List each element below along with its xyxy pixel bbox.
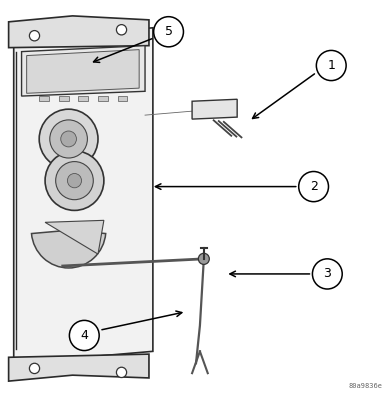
Circle shape (312, 259, 342, 289)
Circle shape (56, 162, 93, 200)
Circle shape (45, 151, 104, 210)
Text: 1: 1 (327, 59, 335, 72)
Polygon shape (192, 99, 237, 119)
Polygon shape (9, 16, 149, 48)
Circle shape (116, 25, 127, 35)
Circle shape (67, 173, 82, 188)
Polygon shape (78, 96, 88, 101)
Circle shape (29, 31, 40, 41)
Polygon shape (118, 96, 127, 101)
Text: 80a9836e: 80a9836e (348, 383, 382, 389)
Circle shape (154, 17, 183, 47)
Circle shape (29, 363, 40, 374)
Circle shape (39, 109, 98, 169)
Polygon shape (39, 96, 49, 101)
Circle shape (61, 131, 76, 147)
Polygon shape (14, 28, 153, 363)
Circle shape (50, 120, 87, 158)
Text: 2: 2 (310, 180, 318, 193)
Circle shape (116, 367, 127, 378)
Wedge shape (31, 230, 106, 268)
Circle shape (299, 172, 328, 202)
Polygon shape (98, 96, 108, 101)
Text: 4: 4 (80, 329, 88, 342)
Circle shape (69, 320, 99, 351)
Text: 3: 3 (323, 268, 331, 280)
Polygon shape (22, 46, 145, 96)
Text: 5: 5 (165, 25, 172, 38)
Polygon shape (9, 354, 149, 381)
Circle shape (198, 253, 209, 264)
Polygon shape (59, 96, 69, 101)
Polygon shape (45, 220, 104, 254)
Circle shape (316, 50, 346, 81)
Polygon shape (27, 50, 139, 93)
